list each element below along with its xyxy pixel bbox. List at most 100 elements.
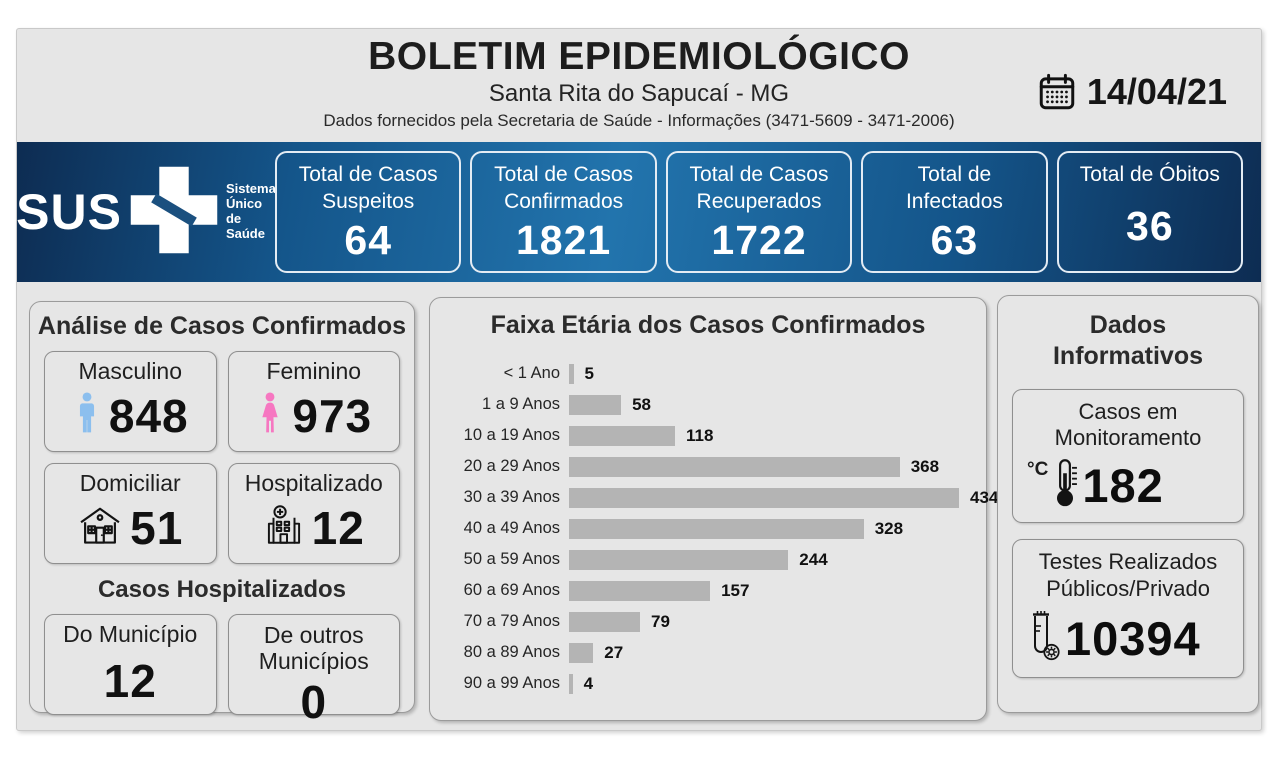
bulletin-content: BOLETIM EPIDEMIOLÓGICO Santa Rita do Sap… [16, 28, 1262, 731]
informative-title: Dados Informativos [1052, 311, 1204, 371]
male-icon [72, 392, 102, 439]
age-bar [569, 642, 594, 663]
test-tube-icon [1027, 608, 1061, 669]
card-value: 182 [1082, 459, 1164, 513]
stat-label: Total de Infectados [905, 163, 1003, 214]
card-label: Domiciliar [79, 470, 181, 496]
card-do-municipio: Do Município 12 [44, 614, 217, 715]
stat-card-obitos: Total de Óbitos 36 [1056, 151, 1244, 273]
card-masculino: Masculino 848 [44, 351, 217, 452]
card-hospitalizado: Hospitalizado [227, 463, 400, 564]
stat-card-infectados: Total de Infectados 63 [861, 151, 1048, 273]
age-bar [569, 549, 789, 570]
age-bar [569, 611, 640, 632]
age-category-label: 20 a 29 Anos [463, 457, 560, 475]
age-value: 58 [632, 394, 652, 414]
age-chart-row: 70 a 79 Anos 79 [442, 606, 986, 637]
age-category-label: 10 a 19 Anos [463, 426, 560, 444]
age-chart-panel: Faixa Etária dos Casos Confirmados < 1 A… [429, 297, 998, 721]
card-domiciliar: Domiciliar [44, 463, 217, 564]
stat-label: Total de Óbitos [1079, 163, 1220, 186]
age-category-label: 40 a 49 Anos [463, 519, 560, 537]
card-label: Feminino [266, 358, 362, 384]
age-chart-row: 10 a 19 Anos 118 [442, 420, 986, 451]
age-chart-row: 20 a 29 Anos 368 [442, 451, 986, 482]
thermometer-icon [1052, 457, 1078, 514]
analysis-cards: Masculino 848 Feminino [30, 341, 414, 564]
age-value: 27 [604, 642, 624, 662]
card-label: Masculino [78, 358, 183, 384]
analysis-panel: Análise de Casos Confirmados Masculino 8… [29, 301, 415, 728]
age-category-label: 50 a 59 Anos [463, 550, 560, 568]
age-chart-row: 60 a 69 Anos 157 [442, 575, 986, 606]
stat-value: 36 [1126, 203, 1174, 250]
card-value: 973 [292, 389, 373, 442]
card-value: 0 [300, 675, 328, 728]
calendar-icon [1036, 71, 1078, 113]
age-category-label: 1 a 9 Anos [482, 395, 560, 413]
header: BOLETIM EPIDEMIOLÓGICO Santa Rita do Sap… [17, 29, 1261, 142]
celsius-label: °C [1027, 459, 1049, 481]
age-bar [569, 425, 675, 446]
stat-value: 1821 [516, 216, 612, 263]
sus-logo-caption: Sistema Único de Saúde [225, 181, 276, 241]
report-date-value: 14/04/21 [1086, 71, 1227, 112]
info-line: Dados fornecidos pela Secretaria de Saúd… [323, 111, 955, 130]
stat-value: 1722 [711, 216, 807, 263]
age-chart: < 1 Ano 5 1 a 9 Anos 58 10 a 19 Anos 118 20 a … [430, 358, 998, 699]
stat-label: Total de Casos Suspeitos [298, 163, 438, 214]
analysis-title: Análise de Casos Confirmados [37, 312, 407, 340]
age-chart-row: 80 a 89 Anos 27 [442, 637, 986, 668]
female-icon [255, 392, 285, 439]
hospitalized-title: Casos Hospitalizados [97, 576, 347, 603]
sus-logo-text: SUS [16, 184, 122, 240]
age-chart-row: 50 a 59 Anos 244 [442, 544, 986, 575]
card-value: 12 [103, 655, 157, 707]
hospitalized-cards: Do Município 12 De outros Municípios 0 [30, 604, 414, 728]
age-bar [569, 394, 622, 415]
age-chart-row: 90 a 99 Anos 4 [442, 668, 986, 699]
age-bar [569, 487, 959, 508]
age-chart-row: 1 a 9 Anos 58 [442, 389, 986, 420]
city-subtitle: Santa Rita do Sapucaí - MG [488, 80, 790, 107]
age-value: 244 [799, 549, 828, 569]
card-label: Casos em Monitoramento [1054, 398, 1202, 450]
age-value: 434 [970, 487, 999, 507]
stat-value: 64 [344, 216, 392, 263]
stat-label: Total de Casos Recuperados [689, 163, 829, 214]
card-label: Hospitalizado [244, 470, 383, 496]
banner-cards: Total de Casos Suspeitos 64 Total de Cas… [275, 151, 1261, 273]
age-category-label: 90 a 99 Anos [463, 674, 560, 692]
card-monitoramento: Casos em Monitoramento °C [1012, 388, 1244, 524]
age-value: 4 [583, 673, 594, 693]
card-feminino: Feminino 973 [227, 351, 400, 452]
informative-panel: Dados Informativos Casos em Monitorament… [997, 295, 1259, 713]
age-category-label: 60 a 69 Anos [463, 581, 560, 599]
age-chart-row: 30 a 39 Anos 434 [442, 482, 998, 513]
age-value: 157 [721, 580, 750, 600]
age-category-label: < 1 Ano [503, 364, 560, 382]
stat-card-recuperados: Total de Casos Recuperados 1722 [665, 151, 853, 273]
age-bar [569, 456, 900, 477]
sus-banner: SUS Sistema Único de Saúde Total de Caso… [16, 142, 1261, 282]
sus-cross-icon [128, 164, 220, 261]
card-outros-municipios: De outros Municípios 0 [227, 614, 400, 728]
card-value: 848 [108, 389, 189, 442]
age-bar [569, 363, 574, 384]
card-label: De outros Municípios [258, 622, 369, 675]
card-testes: Testes Realizados Públicos/Privado [1012, 539, 1244, 679]
sus-logo: SUS Sistema Único de Saúde [16, 164, 276, 261]
page-title: BOLETIM EPIDEMIOLÓGICO [368, 35, 910, 78]
age-chart-row: < 1 Ano 5 [442, 358, 986, 389]
age-value: 5 [584, 363, 594, 383]
card-value: 10394 [1065, 612, 1201, 666]
card-value: 51 [130, 501, 184, 554]
age-value: 368 [910, 456, 940, 476]
report-date: 14/04/21 [1036, 71, 1227, 113]
stat-card-suspeitos: Total de Casos Suspeitos 64 [275, 151, 462, 273]
age-chart-row: 40 a 49 Anos 328 [442, 513, 986, 544]
card-value: 12 [311, 501, 365, 554]
age-value: 328 [874, 518, 904, 538]
stat-label: Total de Casos Confirmados [494, 163, 634, 214]
